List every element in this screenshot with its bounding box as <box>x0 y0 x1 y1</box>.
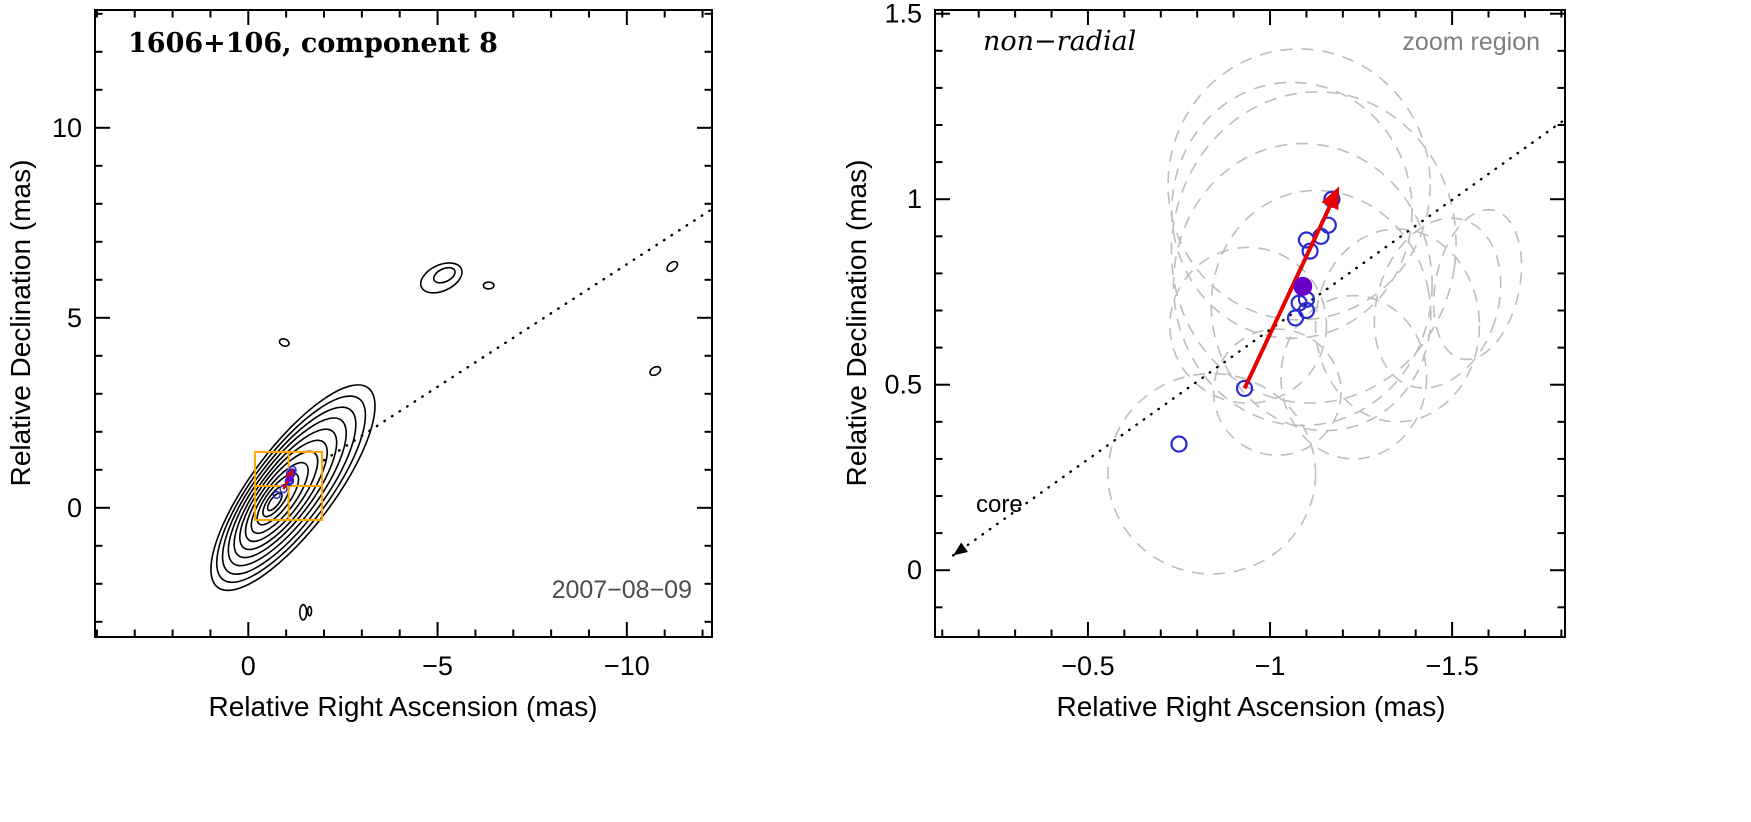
axes-frame <box>94 9 713 638</box>
beam-ellipse <box>1280 294 1428 460</box>
epoch-position-point <box>1301 242 1319 260</box>
y-tick-label: 10 <box>52 113 82 143</box>
contour-feature <box>298 603 308 621</box>
left-panel-generated: 0 −5 −10 0 5 10 <box>52 9 714 681</box>
core-label: core <box>976 491 1023 518</box>
y-tick-label: 0.5 <box>884 370 922 400</box>
contour-line <box>221 406 357 575</box>
contour-line <box>239 439 329 551</box>
y-tick-label: 1 <box>907 184 922 214</box>
contour-feature <box>432 266 456 284</box>
contour-line <box>233 428 338 559</box>
beam-ellipse <box>1212 328 1342 457</box>
epoch-position-point <box>1235 379 1254 398</box>
beam-ellipse <box>1107 372 1317 575</box>
contour-feature <box>482 281 495 290</box>
x-tick-label: −10 <box>604 651 650 681</box>
x-tick-label: −0.5 <box>1061 651 1114 681</box>
x-tick-label: 0 <box>241 651 256 681</box>
core-direction-arrowhead <box>953 542 969 556</box>
contour-line <box>256 472 300 526</box>
left-yaxis-title: Relative Declination (mas) <box>5 160 36 487</box>
beam-ellipse <box>1167 48 1432 321</box>
right-yaxis-title: Relative Declination (mas) <box>841 160 872 487</box>
mean-position-point <box>1293 276 1313 296</box>
jet-direction-dotted-line <box>952 118 1567 557</box>
contour-feature <box>306 605 313 617</box>
zoom-region-annotation: zoom region <box>1402 28 1540 56</box>
contour-line <box>227 417 348 567</box>
motion-arrow-shaft <box>1242 195 1337 390</box>
mean-position-point <box>286 475 293 483</box>
epoch-date-label: 2007−08−09 <box>552 576 692 604</box>
epoch-position-point <box>279 485 288 494</box>
beam-ellipse <box>1169 246 1328 405</box>
y-tick-label: 0 <box>907 555 922 585</box>
contour-line <box>266 492 283 512</box>
contour-feature <box>278 338 290 347</box>
contour-line <box>210 384 376 592</box>
beam-ellipse <box>1373 217 1502 389</box>
motion-arrow-head <box>1321 186 1340 211</box>
contour-feature <box>666 260 679 273</box>
contour-line <box>215 395 367 584</box>
x-tick-label: −1 <box>1255 651 1286 681</box>
x-tick-label: −1.5 <box>1425 651 1478 681</box>
beam-ellipse <box>1314 228 1481 423</box>
epoch-position-point <box>272 490 281 500</box>
epoch-position-point <box>1170 435 1188 453</box>
left-xaxis-title: Relative Right Ascension (mas) <box>208 691 597 722</box>
beam-ellipse <box>1432 208 1523 361</box>
beam-ellipse <box>1170 81 1413 340</box>
x-tick-label: −5 <box>422 651 453 681</box>
non-radial-annotation: non−radial <box>983 26 1136 57</box>
y-tick-label: 0 <box>67 493 82 523</box>
source-component-title: 1606+106, component 8 <box>128 28 498 59</box>
contour-feature <box>419 262 463 294</box>
y-tick-label: 1.5 <box>884 0 922 29</box>
jet-direction-dotted-line <box>322 207 714 462</box>
beam-ellipse <box>1172 142 1433 427</box>
right-xaxis-title: Relative Right Ascension (mas) <box>1056 691 1445 722</box>
beam-ellipse <box>1210 189 1432 432</box>
epoch-position-point <box>1286 309 1305 327</box>
right-panel-generated: −0.5 −1 −1.5 0 0.5 1 1.5 <box>884 0 1567 681</box>
contour-line <box>250 461 309 535</box>
beam-ellipse <box>1170 91 1457 404</box>
y-tick-label: 5 <box>67 303 82 333</box>
contour-feature <box>649 365 662 377</box>
axes-frame <box>934 9 1566 638</box>
